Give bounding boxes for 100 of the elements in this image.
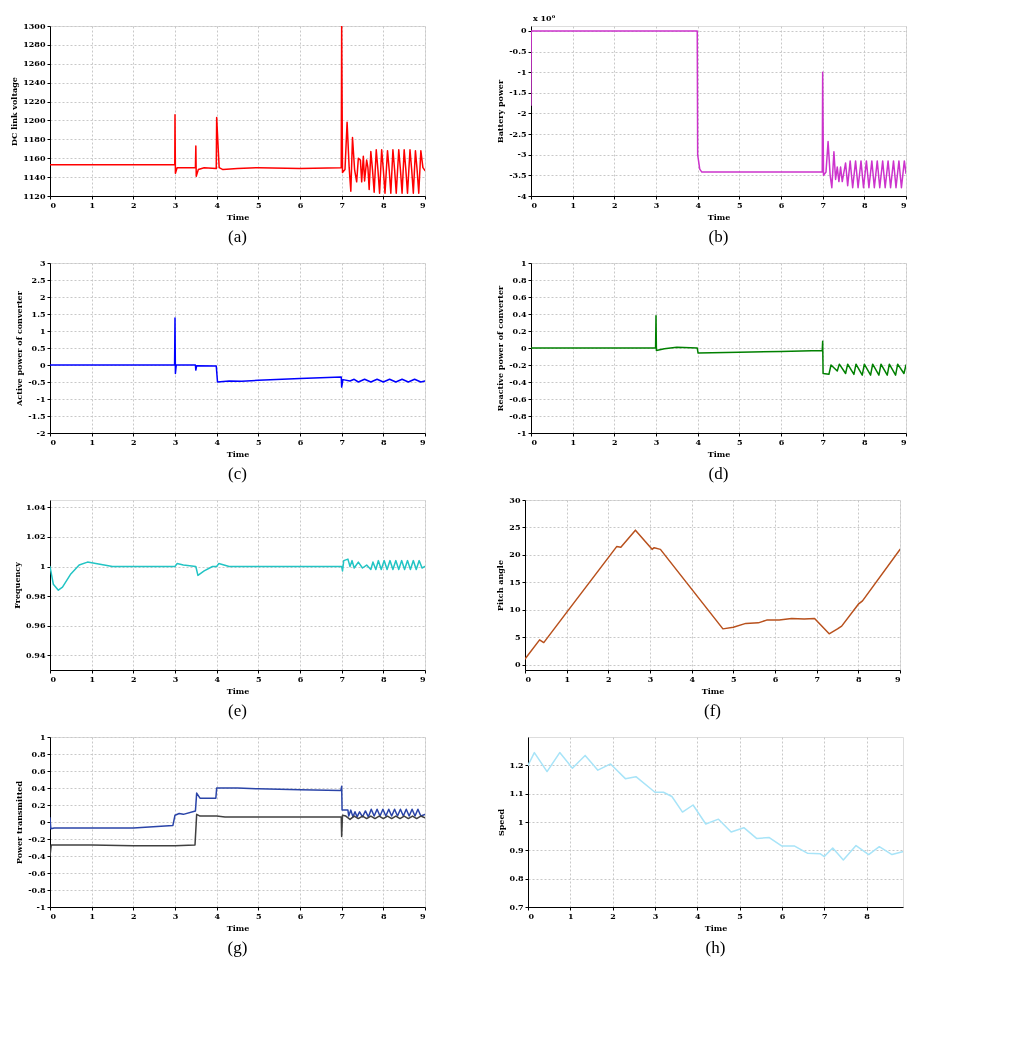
y-tick-label: 0.5 <box>31 342 46 353</box>
x-tick-label: 1 <box>89 673 95 684</box>
x-tick-label: 4 <box>214 199 221 210</box>
y-tick-label: 15 <box>509 576 521 587</box>
y-tick-label: -0.5 <box>28 376 46 387</box>
x-tick-label: 3 <box>652 910 659 921</box>
x-tick-label: 5 <box>731 673 737 684</box>
y-tick-label: 0.96 <box>26 620 46 631</box>
y-tick-label: 20 <box>509 549 521 560</box>
x-tick-label: 5 <box>256 910 262 921</box>
y-tick-label: -0.4 <box>509 376 527 387</box>
y-tick-label: 1280 <box>23 39 46 50</box>
line-series <box>50 317 425 388</box>
x-tick-label: 0 <box>50 673 57 684</box>
x-tick-label: 5 <box>737 436 743 447</box>
x-tick-label: 0 <box>528 910 535 921</box>
y-tick-label: 1120 <box>23 190 46 201</box>
y-tick-label: 0 <box>514 659 521 670</box>
x-tick-label: 1 <box>564 673 570 684</box>
x-tick-label: 3 <box>172 910 179 921</box>
x-tick-label: 5 <box>256 673 262 684</box>
x-tick-label: 2 <box>606 673 612 684</box>
x-tick-label: 3 <box>653 199 660 210</box>
y-tick-label: 5 <box>514 631 521 642</box>
y-axis-title: Reactive power of converter <box>495 284 506 412</box>
x-axis-title: Time <box>704 922 728 933</box>
y-tick-label: 0 <box>520 342 527 353</box>
y-tick-label: 0.8 <box>31 748 46 759</box>
x-axis-title: Time <box>226 685 250 696</box>
x-tick-label: 9 <box>900 436 907 447</box>
x-tick-label: 6 <box>297 436 304 447</box>
y-tick-label: 30 <box>509 494 521 505</box>
x-tick-label: 0 <box>531 436 538 447</box>
x-tick-label: 4 <box>214 673 221 684</box>
x-tick-label: 2 <box>610 910 616 921</box>
text: (g) <box>227 938 248 957</box>
y-tick-label: -0.6 <box>509 393 527 404</box>
y-tick-label: 1200 <box>23 114 46 125</box>
x-tick-label: 6 <box>779 910 786 921</box>
x-tick-label: 7 <box>821 910 828 921</box>
x-tick-label: 9 <box>419 673 426 684</box>
y-axis-title: Frequency <box>12 561 23 609</box>
x-tick-label: 7 <box>814 673 820 684</box>
x-tick-label: 7 <box>339 910 345 921</box>
x-tick-label: 9 <box>419 436 426 447</box>
y-tick-label: 10 <box>509 604 521 615</box>
x-axis-title: Time <box>226 922 250 933</box>
x-tick-label: 1 <box>89 910 95 921</box>
text: (a) <box>228 227 247 246</box>
x-tick-label: 6 <box>772 673 779 684</box>
x-tick-label: 3 <box>172 436 179 447</box>
y-tick-label: -2 <box>517 107 527 118</box>
text: (h) <box>705 938 726 957</box>
y-tick-label: -2 <box>36 427 46 438</box>
x-tick-label: 2 <box>131 436 137 447</box>
x-axis-title: Time <box>226 211 250 222</box>
x-tick-label: 5 <box>256 436 262 447</box>
x-tick-label: 4 <box>695 910 702 921</box>
y-tick-label: 1260 <box>23 58 46 69</box>
x-tick-label: 4 <box>214 910 221 921</box>
line-series <box>525 529 900 660</box>
x-tick-label: 8 <box>856 673 863 684</box>
x-tick-label: 7 <box>339 436 345 447</box>
text: (c) <box>228 464 247 483</box>
x-tick-label: 7 <box>339 673 345 684</box>
x-tick-label: 6 <box>778 199 785 210</box>
y-tick-label: 1240 <box>23 77 46 88</box>
x-tick-label: 1 <box>570 199 576 210</box>
x-tick-label: 8 <box>862 436 869 447</box>
y-tick-label: -0.2 <box>28 833 46 844</box>
x-tick-label: 0 <box>531 199 538 210</box>
y-tick-label: 1180 <box>23 133 46 144</box>
y-tick-label: 0.2 <box>512 325 527 336</box>
x-tick-label: 2 <box>612 436 618 447</box>
text: (e) <box>228 701 247 720</box>
y-tick-label: 1.5 <box>31 308 46 319</box>
y-tick-label: 0.7 <box>509 901 524 912</box>
text: (d) <box>708 464 729 483</box>
x-tick-label: 5 <box>737 199 743 210</box>
x-tick-label: 4 <box>695 199 702 210</box>
x-tick-label: 8 <box>864 910 871 921</box>
x-tick-label: 3 <box>172 199 179 210</box>
y-tick-label: 1.2 <box>509 759 524 770</box>
y-axis-title: Battery power <box>495 79 506 144</box>
x-tick-label: 9 <box>419 199 426 210</box>
y-axis-title: DC link voltage <box>9 77 20 146</box>
y-tick-label: -1 <box>36 393 46 404</box>
x-tick-label: 9 <box>900 199 907 210</box>
y-tick-label: 1140 <box>23 171 46 182</box>
line-series <box>50 813 425 857</box>
y-tick-label: 0.94 <box>26 649 46 660</box>
y-tick-label: -4 <box>517 190 527 201</box>
y-tick-label: 0 <box>39 816 46 827</box>
y-tick-label: 1220 <box>23 96 46 107</box>
x-axis-title: Time <box>701 685 725 696</box>
y-tick-label: 0.6 <box>512 291 527 302</box>
x-tick-label: 8 <box>381 436 388 447</box>
y-tick-label: 1.02 <box>26 531 46 542</box>
y-tick-label: 2 <box>39 291 46 302</box>
x-tick-label: 7 <box>820 199 826 210</box>
